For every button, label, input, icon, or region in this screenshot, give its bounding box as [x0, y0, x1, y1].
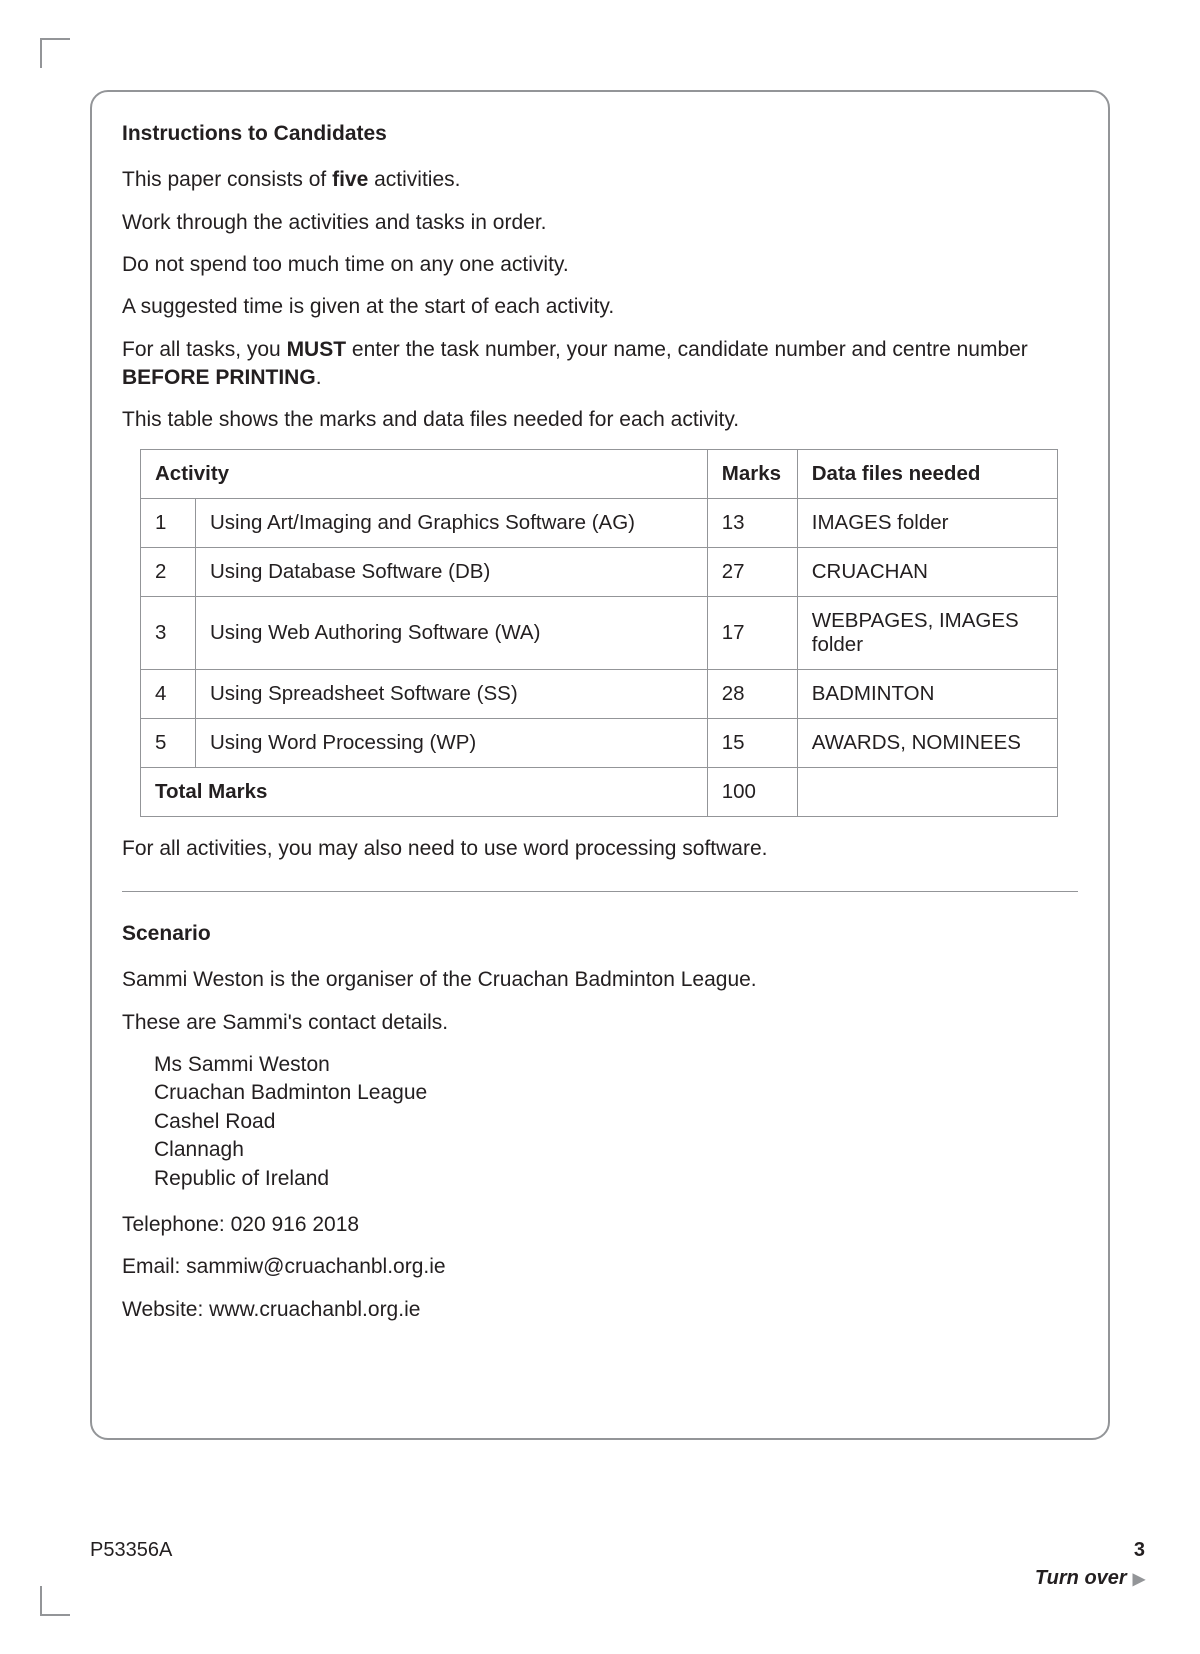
th-activity: Activity — [141, 449, 708, 498]
instructions-heading: Instructions to Candidates — [122, 120, 1078, 148]
cell-num: 1 — [141, 498, 196, 547]
cell-num: 3 — [141, 596, 196, 669]
section-divider — [122, 891, 1078, 892]
table-row: 5 Using Word Processing (WP) 15 AWARDS, … — [141, 718, 1058, 767]
cell-empty — [797, 767, 1057, 816]
address-line: Ms Sammi Weston — [154, 1051, 1078, 1079]
th-files: Data files needed — [797, 449, 1057, 498]
th-marks: Marks — [707, 449, 797, 498]
contact-telephone: Telephone: 020 916 2018 — [122, 1211, 1078, 1239]
cell-marks: 28 — [707, 669, 797, 718]
turn-over-text: Turn over — [1035, 1567, 1127, 1589]
scenario-heading: Scenario — [122, 920, 1078, 948]
contact-website: Website: www.cruachanbl.org.ie — [122, 1296, 1078, 1324]
table-row: 1 Using Art/Imaging and Graphics Softwar… — [141, 498, 1058, 547]
cell-marks: 17 — [707, 596, 797, 669]
turn-over-label: Turn over ▶ — [1035, 1567, 1145, 1590]
post-table-note: For all activities, you may also need to… — [122, 835, 1078, 863]
text: activities. — [368, 168, 460, 191]
page-container: Instructions to Candidates This paper co… — [90, 90, 1110, 1524]
instructions-line-1: This paper consists of five activities. — [122, 166, 1078, 194]
scenario-line-2: These are Sammi's contact details. — [122, 1009, 1078, 1037]
text: . — [316, 366, 322, 389]
cell-total-label: Total Marks — [141, 767, 708, 816]
instructions-line-5: For all tasks, you MUST enter the task n… — [122, 336, 1078, 393]
cell-files: CRUACHAN — [797, 547, 1057, 596]
table-row: 3 Using Web Authoring Software (WA) 17 W… — [141, 596, 1058, 669]
cell-files: AWARDS, NOMINEES — [797, 718, 1057, 767]
text-bold: five — [332, 168, 368, 191]
cell-marks: 15 — [707, 718, 797, 767]
address-line: Republic of Ireland — [154, 1165, 1078, 1193]
cell-files: BADMINTON — [797, 669, 1057, 718]
table-row: 2 Using Database Software (DB) 27 CRUACH… — [141, 547, 1058, 596]
document-code: P53356A — [90, 1539, 172, 1561]
address-line: Cashel Road — [154, 1108, 1078, 1136]
table-total-row: Total Marks 100 — [141, 767, 1058, 816]
instructions-line-2: Work through the activities and tasks in… — [122, 209, 1078, 237]
activities-table: Activity Marks Data files needed 1 Using… — [140, 449, 1058, 817]
cell-marks: 27 — [707, 547, 797, 596]
instructions-line-6: This table shows the marks and data file… — [122, 406, 1078, 434]
cell-total-value: 100 — [707, 767, 797, 816]
text-bold: BEFORE PRINTING — [122, 366, 316, 389]
contact-address: Ms Sammi Weston Cruachan Badminton Leagu… — [154, 1051, 1078, 1193]
address-line: Clannagh — [154, 1136, 1078, 1164]
cell-num: 2 — [141, 547, 196, 596]
instructions-line-3: Do not spend too much time on any one ac… — [122, 251, 1078, 279]
text: For all tasks, you — [122, 338, 287, 361]
address-line: Cruachan Badminton League — [154, 1079, 1078, 1107]
contact-email: Email: sammiw@cruachanbl.org.ie — [122, 1253, 1078, 1281]
text: This paper consists of — [122, 168, 332, 191]
cell-desc: Using Database Software (DB) — [196, 547, 708, 596]
table-row: 4 Using Spreadsheet Software (SS) 28 BAD… — [141, 669, 1058, 718]
cell-files: IMAGES folder — [797, 498, 1057, 547]
cell-marks: 13 — [707, 498, 797, 547]
content-box: Instructions to Candidates This paper co… — [90, 90, 1110, 1440]
cell-num: 5 — [141, 718, 196, 767]
cell-desc: Using Web Authoring Software (WA) — [196, 596, 708, 669]
table-header-row: Activity Marks Data files needed — [141, 449, 1058, 498]
cell-desc: Using Spreadsheet Software (SS) — [196, 669, 708, 718]
page-footer: P53356A 3 Turn over ▶ — [90, 1539, 1145, 1599]
instructions-line-4: A suggested time is given at the start o… — [122, 293, 1078, 321]
triangle-right-icon: ▶ — [1133, 1569, 1145, 1589]
text: enter the task number, your name, candid… — [346, 338, 1028, 361]
scenario-line-1: Sammi Weston is the organiser of the Cru… — [122, 966, 1078, 994]
cell-num: 4 — [141, 669, 196, 718]
cell-files: WEBPAGES, IMAGES folder — [797, 596, 1057, 669]
cell-desc: Using Word Processing (WP) — [196, 718, 708, 767]
crop-mark-bottom-left — [40, 1586, 70, 1616]
crop-mark-top-left — [40, 38, 70, 68]
cell-desc: Using Art/Imaging and Graphics Software … — [196, 498, 708, 547]
page-number: 3 — [1134, 1539, 1145, 1562]
text-bold: MUST — [287, 338, 347, 361]
